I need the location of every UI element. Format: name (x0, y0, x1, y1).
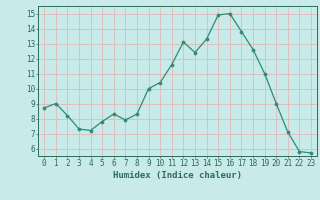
X-axis label: Humidex (Indice chaleur): Humidex (Indice chaleur) (113, 171, 242, 180)
